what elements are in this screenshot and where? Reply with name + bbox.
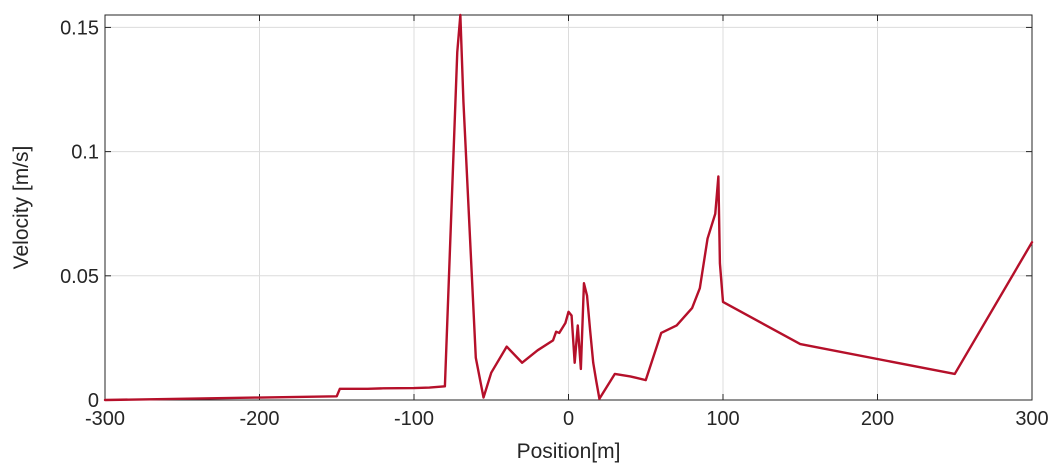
x-tick-label: 100: [706, 408, 739, 430]
grid: [104, 15, 1033, 401]
y-tick-label: 0.05: [60, 266, 99, 288]
series-layer: [103, 13, 1034, 402]
x-tick-label: -100: [394, 408, 434, 430]
x-tick-label: 300: [1015, 408, 1048, 430]
axis-ticks: -300 -200 -100 0 100 200 300 0 0.05 0.1 0.15: [60, 15, 1049, 430]
x-tick-label: -200: [239, 408, 279, 430]
y-axis-title: Velocity [m/s]: [10, 146, 33, 270]
x-tick-label: -300: [85, 408, 125, 430]
x-tick-label: 0: [563, 408, 574, 430]
x-tick-label: 200: [861, 408, 894, 430]
y-tick-label: 0: [88, 390, 99, 412]
y-tick-label: 0.15: [60, 17, 99, 39]
x-axis-title: Position[m]: [517, 440, 621, 463]
y-tick-label: 0.1: [71, 142, 99, 164]
velocity-series-line: [103, 13, 1034, 402]
